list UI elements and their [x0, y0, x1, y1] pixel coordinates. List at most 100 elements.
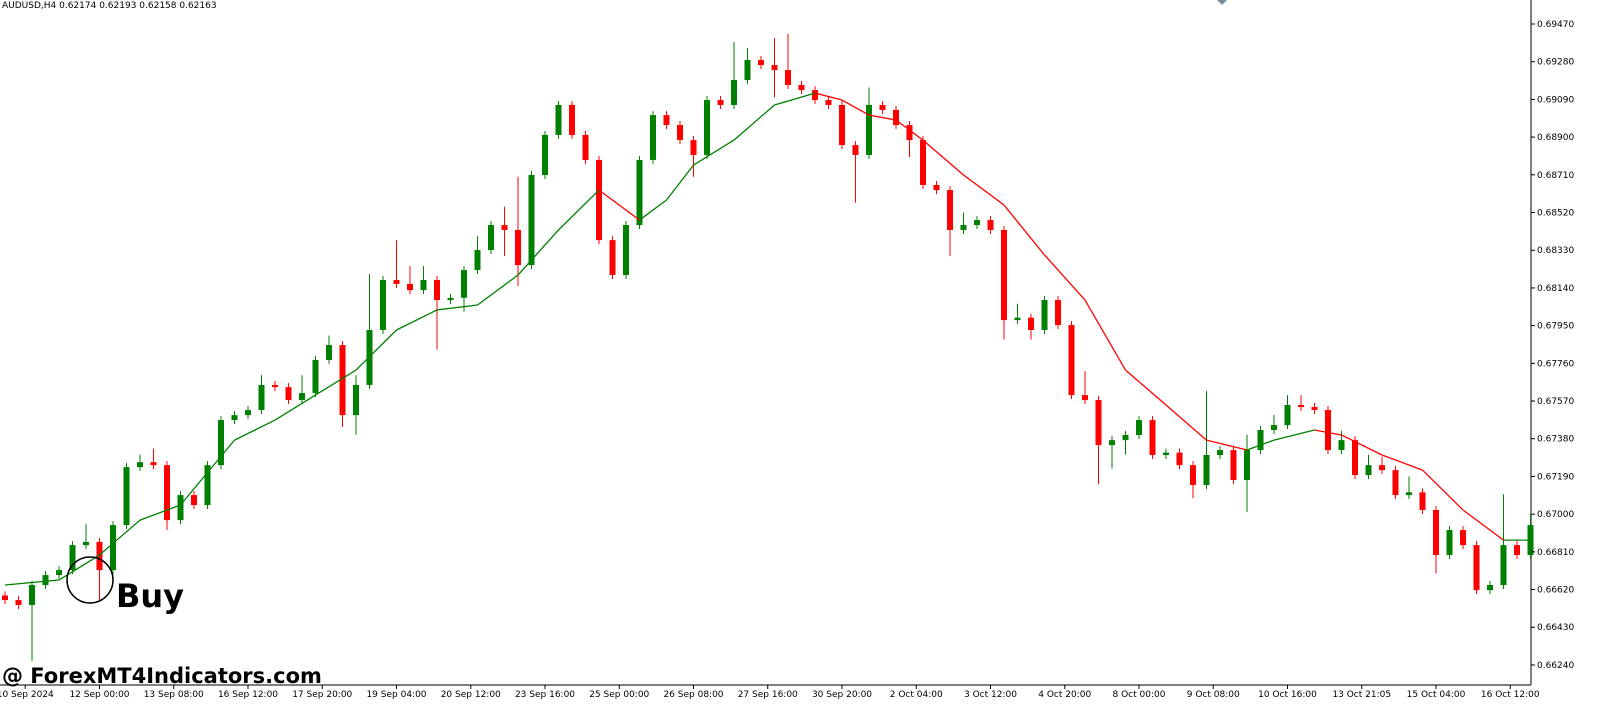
candle-body: [1433, 509, 1439, 556]
header: AUDUSD,H4 0.62174 0.62193 0.62158 0.6216…: [2, 1, 217, 11]
candle-body: [609, 240, 616, 276]
candle-body: [474, 250, 481, 271]
y-tick-label: 0.69090: [1537, 95, 1574, 105]
candle-body: [353, 384, 359, 416]
x-tick-label: 23 Sep 16:00: [515, 690, 575, 700]
ma-segment: [639, 199, 667, 221]
candle-body: [798, 84, 805, 91]
candle-body: [191, 495, 197, 506]
candle-body: [663, 115, 670, 126]
y-tick-label: 0.66240: [1537, 661, 1574, 671]
candle-body: [1284, 405, 1291, 426]
x-tick-label: 15 Oct 04:00: [1407, 690, 1466, 700]
candle-body: [1028, 317, 1034, 330]
candle-body: [1176, 452, 1183, 466]
buy-circle: [66, 556, 114, 604]
x-tick-label: 3 Oct 12:00: [964, 690, 1017, 700]
ma-segment: [1341, 434, 1383, 456]
ma-segment: [1246, 439, 1275, 451]
candle-body: [110, 525, 116, 571]
candle-body: [69, 545, 76, 571]
y-tick-label: 0.67190: [1537, 472, 1574, 482]
candle-body: [866, 104, 872, 155]
candle-body: [569, 104, 575, 135]
y-tick-label: 0.69280: [1537, 58, 1574, 68]
ma-segment: [895, 119, 924, 141]
candle-body: [1257, 430, 1264, 451]
candle-body: [812, 90, 818, 101]
candle-body: [407, 283, 413, 291]
x-tick-label: 10 Sep 2024: [0, 690, 54, 700]
candle-body: [96, 541, 103, 571]
y-tick-label: 0.68520: [1537, 209, 1574, 219]
x-tick-label: 25 Sep 00:00: [589, 690, 649, 700]
candle-body: [1406, 492, 1412, 496]
ma-segment: [665, 164, 695, 201]
candle-body: [947, 190, 953, 230]
x-tick-label: 16 Oct 12:00: [1481, 690, 1540, 700]
candle-body: [852, 145, 859, 155]
ma-segment: [396, 309, 438, 331]
candle-body: [623, 225, 629, 276]
ma-segment: [558, 189, 600, 231]
y-tick-label: 0.68710: [1537, 171, 1574, 181]
candle-body: [1136, 420, 1142, 435]
ma-segment: [1381, 454, 1423, 471]
candle-body: [1325, 409, 1331, 451]
candle-body: [1203, 455, 1210, 485]
ma-segment: [1044, 254, 1086, 301]
x-tick-label: 27 Sep 16:00: [738, 690, 798, 700]
candle-body: [231, 415, 238, 421]
candle-body: [1514, 545, 1520, 556]
y-tick-label: 0.67000: [1537, 510, 1574, 520]
candle-body: [731, 79, 737, 105]
ma-segment: [355, 329, 397, 371]
candle-body: [420, 279, 427, 291]
candle-body: [164, 465, 170, 521]
candle-body: [1122, 434, 1129, 441]
candle-body: [1298, 405, 1304, 407]
candle-body: [29, 584, 35, 606]
ma-segment: [1206, 439, 1248, 451]
ma-segment: [4, 579, 60, 586]
candle-body: [744, 59, 751, 80]
ma-segment: [841, 99, 870, 116]
y-tick-label: 0.67950: [1537, 322, 1574, 332]
x-tick-label: 19 Sep 04:00: [366, 690, 426, 700]
candle-body: [1163, 452, 1169, 456]
candle-body: [582, 134, 589, 160]
candle-body: [1500, 545, 1507, 585]
y-tick-label: 0.67380: [1537, 435, 1574, 445]
candle-body: [339, 345, 346, 416]
ma-segment: [598, 189, 640, 221]
buy-label: Buy: [116, 577, 184, 615]
ma-segment: [234, 419, 276, 441]
ma-segment: [1314, 429, 1342, 436]
candle-body: [1460, 530, 1466, 546]
y-tick-label: 0.69470: [1537, 20, 1574, 30]
candle-body: [933, 184, 940, 191]
candle-body: [960, 225, 967, 230]
candle-body: [245, 409, 251, 416]
candle-body: [893, 109, 899, 126]
candle-body: [690, 140, 697, 155]
x-tick-label: 26 Sep 08:00: [663, 690, 723, 700]
y-tick-label: 0.67760: [1537, 359, 1574, 369]
candle-body: [542, 134, 548, 176]
x-tick-label: 30 Sep 20:00: [812, 690, 872, 700]
ma-segment: [1462, 509, 1504, 541]
candle-body: [285, 387, 292, 401]
candle-body: [974, 220, 980, 226]
ma-segment: [274, 394, 316, 421]
candle-body: [839, 104, 845, 146]
x-tick-label: 8 Oct 00:00: [1113, 690, 1166, 700]
candle-body: [393, 279, 400, 284]
ma-segment: [436, 304, 478, 311]
candle-body: [123, 467, 130, 526]
candle-body: [177, 495, 184, 521]
ma-segment: [315, 369, 357, 396]
candle-body: [204, 465, 211, 506]
candle-body: [326, 345, 332, 360]
candle-body: [461, 270, 467, 298]
candle-body: [758, 59, 764, 66]
